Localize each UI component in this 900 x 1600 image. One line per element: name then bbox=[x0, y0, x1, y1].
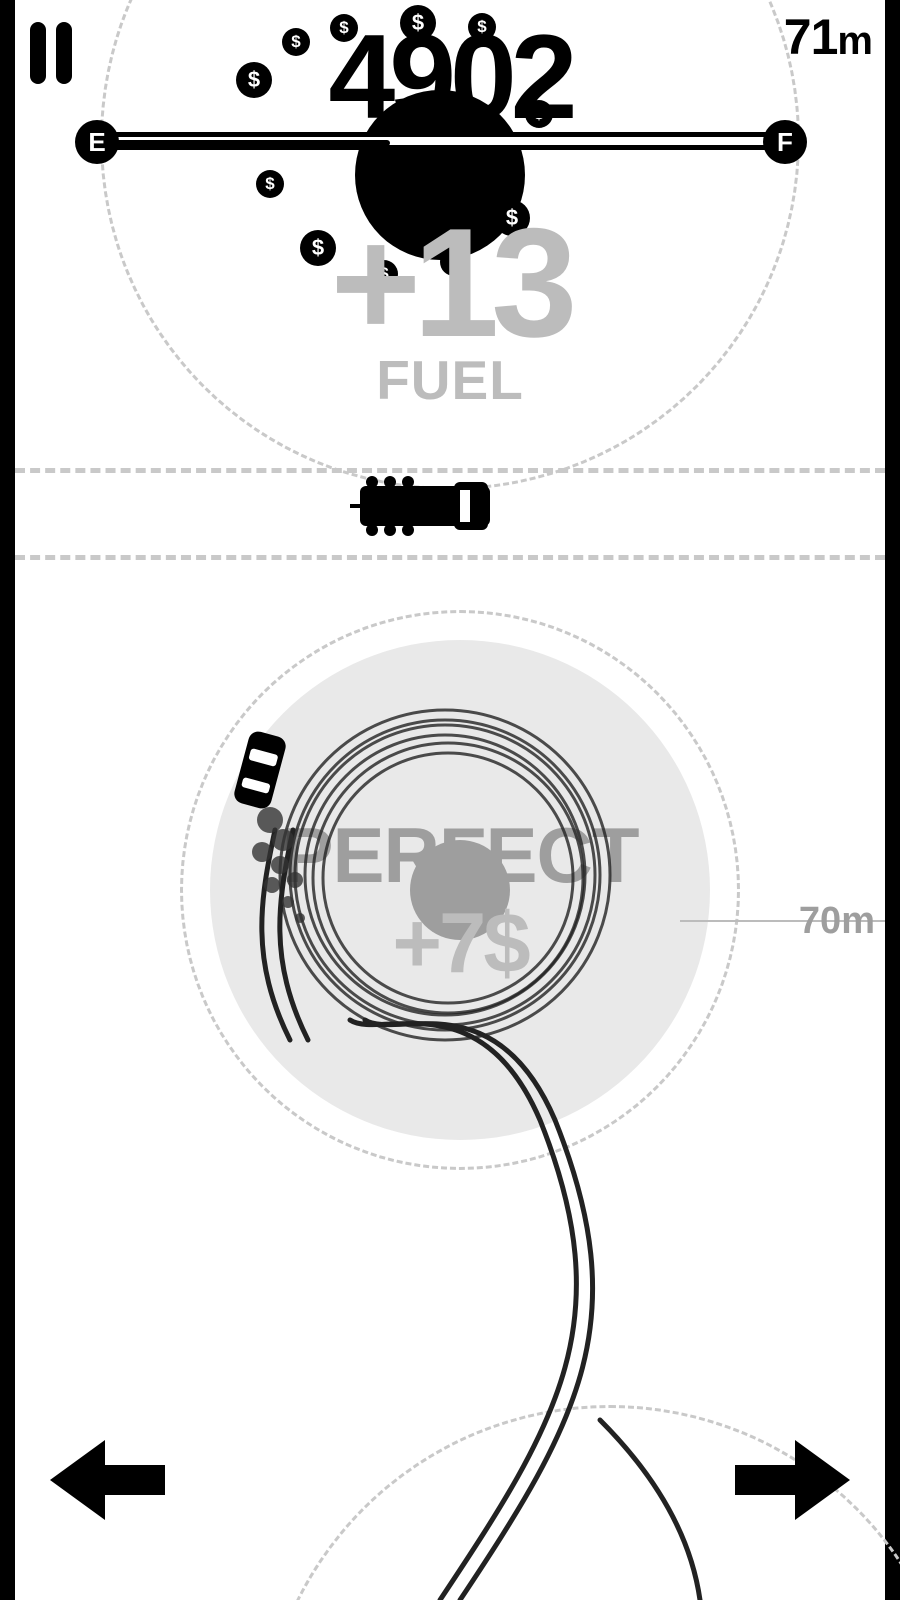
pause-icon bbox=[30, 22, 46, 84]
road-lane-bottom bbox=[15, 555, 885, 560]
ground-distance-value: 70 bbox=[799, 900, 841, 942]
coin-icon: $ bbox=[256, 170, 284, 198]
steer-left-button[interactable] bbox=[50, 1440, 165, 1525]
fuel-gain-label: FUEL bbox=[0, 348, 900, 412]
fuel-gauge-track bbox=[99, 132, 783, 150]
pause-button[interactable] bbox=[30, 22, 72, 84]
ground-distance-label: 70m bbox=[799, 900, 875, 943]
pause-icon bbox=[56, 22, 72, 84]
distance-hud: 71m bbox=[784, 8, 872, 66]
fuel-empty-cap: E bbox=[75, 120, 119, 164]
road-lane-top bbox=[15, 468, 885, 473]
game-screen[interactable]: PERFECT +7$ 70m $$$$$$$$$$$ +13 FUEL 4 bbox=[0, 0, 900, 1600]
donut-zone-center bbox=[410, 840, 510, 940]
arrow-right-icon bbox=[735, 1440, 850, 1520]
fuel-gauge-fill bbox=[107, 140, 390, 146]
distance-value: 71 bbox=[784, 9, 838, 65]
distance-unit: m bbox=[837, 19, 872, 63]
fuel-gain-popup: +13 FUEL bbox=[0, 205, 900, 412]
fuel-gain-value: +13 bbox=[0, 205, 900, 360]
donut-zone: PERFECT +7$ bbox=[210, 640, 710, 1140]
fuel-full-cap: F bbox=[763, 120, 807, 164]
fuel-gauge: E F bbox=[75, 120, 807, 162]
ground-distance-unit: m bbox=[841, 900, 875, 942]
steer-right-button[interactable] bbox=[735, 1440, 850, 1525]
arrow-left-icon bbox=[50, 1440, 165, 1520]
